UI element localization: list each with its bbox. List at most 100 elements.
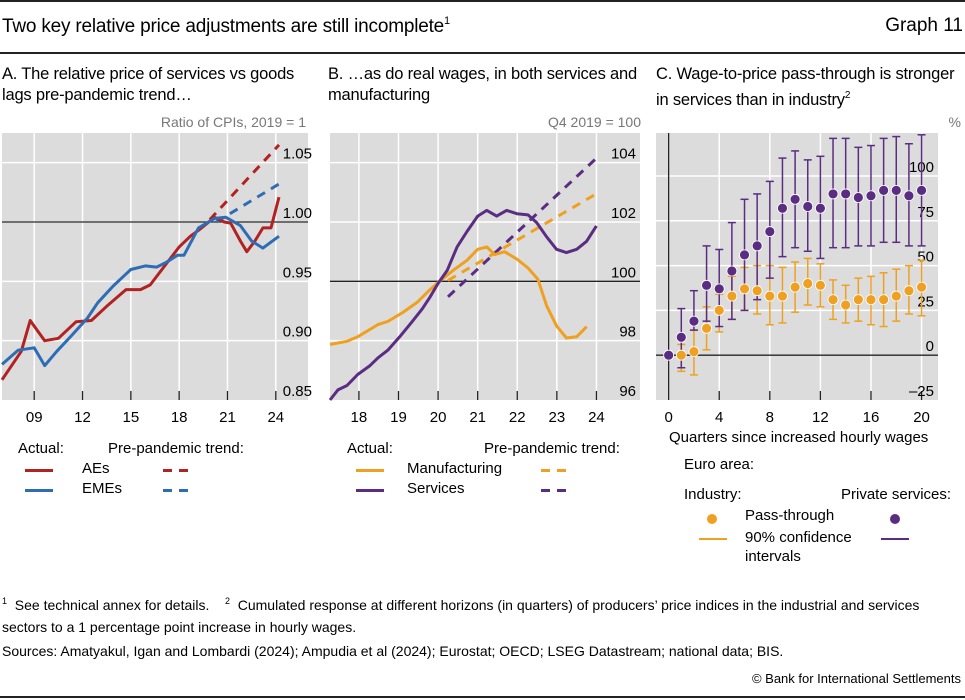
legend-aes-label: AEs — [82, 460, 110, 477]
panel-c-industry-point — [903, 285, 915, 297]
panel-c-private-services-point — [789, 193, 801, 205]
panel-c-title-text: C. Wage-to-price pass-through is stronge… — [656, 65, 955, 109]
legend-services-trend-dash — [541, 489, 569, 492]
panel-c-y-tick-label: 0 — [926, 338, 934, 355]
header-rule — [0, 52, 965, 54]
panel-c-y-tick-label: –25 — [909, 383, 934, 400]
panel-c-industry-point — [865, 294, 877, 306]
panel-c-private-services-point — [675, 331, 687, 343]
panel-c-x-tick-label: 20 — [913, 409, 930, 426]
panel-a-x-tick-label: 21 — [219, 409, 236, 426]
panel-c-y-tick-label: 25 — [917, 293, 934, 310]
panel-a-plot: 09 12 15 18 21 24 0.85 0.90 0.95 1.00 1.05 — [0, 133, 312, 426]
legend-aes-line — [25, 469, 53, 472]
panel-c-xlabel: Quarters since increased hourly wages — [669, 429, 929, 446]
legend-ci-label: 90% confidence intervals — [745, 529, 852, 565]
panel-a-legend-trend-header: Pre-pandemic trend: — [108, 440, 244, 457]
panel-b-y-tick-label: 104 — [611, 146, 636, 163]
panel-c-title: C. Wage-to-price pass-through is stronge… — [656, 64, 965, 111]
legend-services-ci-line — [881, 538, 909, 540]
panel-c-industry-point — [701, 322, 712, 334]
panel-b-x-tick-label: 20 — [430, 409, 447, 426]
panel-a-y-tick-label: 0.95 — [283, 264, 312, 281]
panel-a-y-tick-label: 1.00 — [283, 205, 312, 222]
panel-c-private-services-point — [916, 184, 927, 196]
legend-emes-trend-dash — [163, 489, 191, 492]
footnote-2-mark: 2 — [224, 596, 230, 606]
panel-a-legend-actual-header: Actual: — [18, 440, 64, 457]
panel-b-y-tick-label: 100 — [611, 264, 636, 281]
panel-c-industry-point — [814, 279, 826, 291]
panel-c-industry-point — [789, 281, 801, 293]
panel-b-legend-actual-header: Actual: — [347, 440, 393, 457]
page-title: Two key relative price adjustments are s… — [2, 15, 450, 38]
legend-manufacturing-trend-dash — [541, 469, 569, 472]
panel-c-private-services-point — [726, 265, 738, 277]
footnote-2-text: Cumulated response at different horizons… — [2, 597, 920, 635]
panel-c-private-services-point — [865, 190, 877, 202]
panel-a-series-emes-pre-pandemic-trend — [215, 182, 280, 224]
legend-services-line — [356, 489, 384, 492]
panel-c-private-services-point — [814, 202, 826, 214]
panel-c-private-services-point — [701, 279, 712, 291]
legend-manufacturing-label: Manufacturing — [407, 460, 503, 477]
panel-b-x-tick-label: 21 — [469, 409, 486, 426]
panel-b-plot: 18 19 20 21 22 23 24 96 98 100 102 104 — [328, 133, 640, 426]
panel-c-y-tick-label: 75 — [917, 204, 934, 221]
panel-a-title: A. The relative price of services vs goo… — [2, 65, 295, 104]
panel-c-industry-point — [890, 290, 902, 302]
panel-a-series-aes — [0, 196, 281, 381]
legend-emes-label: EMEs — [82, 480, 123, 497]
legend-services-label: Services — [407, 480, 465, 497]
title-footnote-mark: 1 — [444, 15, 450, 27]
panel-c-x-tick-label: 0 — [664, 409, 672, 426]
panel-b-title: B. …as do real wages, in both services a… — [328, 65, 637, 104]
panel-c-private-services-point — [764, 226, 776, 237]
panel-c-legend-region: Euro area: — [684, 456, 755, 473]
legend-pass-through-label: Pass-through — [745, 507, 835, 524]
panel-c-x-tick-label: 12 — [812, 409, 829, 426]
sources: Sources: Amatyakul, Igan and Lombardi (2… — [2, 643, 784, 659]
panel-a-series-emes — [1, 215, 280, 368]
panel-c-industry-point — [675, 349, 687, 361]
panel-b-x-tick-label: 22 — [509, 409, 526, 426]
panel-c-y-tick-label: 50 — [917, 249, 934, 266]
title-text: Two key relative price adjustments are s… — [2, 16, 445, 37]
panel-b-y-tick-label: 98 — [619, 324, 636, 341]
footnote-1-mark: 1 — [2, 596, 8, 606]
legend-aes-trend-dash — [163, 469, 191, 472]
panel-b-series-services-pre-pandemic-trend — [446, 157, 598, 298]
panel-c-private-services-point — [739, 249, 750, 261]
legend-industry-dot — [707, 514, 717, 524]
panel-a-y-tick-label: 1.05 — [283, 146, 312, 163]
panel-b-y-tick-label: 96 — [619, 383, 636, 400]
panel-b-series-manufacturing — [329, 245, 588, 346]
panel-c-private-services-point — [663, 349, 675, 361]
footnote-1-text: See technical annex for details. — [14, 597, 210, 613]
panel-a-x-tick-label: 12 — [74, 409, 91, 426]
panel-b-unit-label: Q4 2019 = 100 — [547, 114, 641, 130]
panel-c-industry-point — [726, 290, 738, 302]
panel-c-private-services-point — [802, 201, 814, 212]
panel-c-industry-point — [827, 294, 839, 306]
graph-number: Graph 11 — [885, 15, 963, 36]
panel-b-x-tick-label: 24 — [588, 409, 605, 426]
panel-c-industry-point — [688, 346, 700, 358]
panel-c-private-services-point — [840, 188, 852, 200]
panel-c-industry-point — [916, 281, 927, 293]
panel-c-private-services-point — [688, 315, 700, 327]
footnotes: 1 See technical annex for details. 2 Cum… — [2, 590, 964, 638]
legend-industry-ci-line — [699, 538, 727, 540]
panel-c-x-tick-label: 8 — [766, 409, 774, 426]
panel-a-y-tick-label: 0.85 — [283, 383, 312, 400]
panel-b-series-manufacturing-pre-pandemic-trend — [447, 192, 598, 282]
top-rule — [0, 0, 965, 2]
panel-c-legend-industry-header: Industry: — [684, 486, 742, 503]
panel-c-private-services-point — [903, 190, 915, 202]
panel-c-industry-point — [878, 294, 890, 306]
panel-c-private-services-point — [878, 184, 890, 196]
panel-c-private-services-point — [827, 188, 839, 200]
panel-c-industry-point — [751, 285, 763, 297]
